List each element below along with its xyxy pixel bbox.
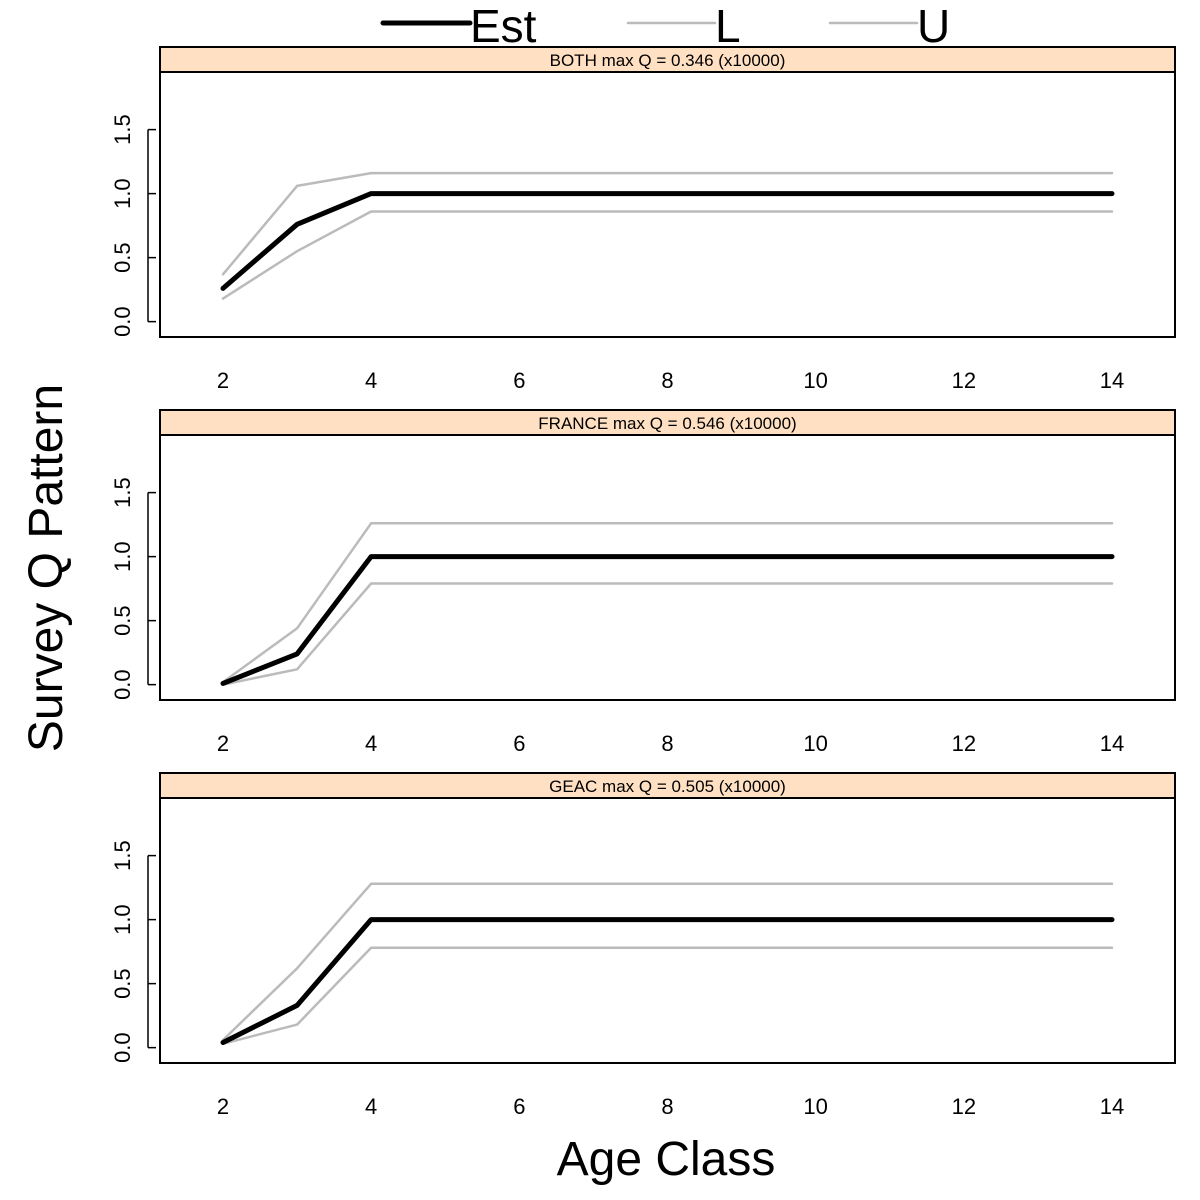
series-line-u (221, 171, 1114, 276)
y-tick-label: 1.5 (110, 840, 135, 871)
x-tick-label: 2 (217, 1094, 229, 1119)
y-tick-label: 1.5 (110, 114, 135, 145)
panel-title: FRANCE max Q = 0.546 (x10000) (538, 414, 796, 433)
x-tick-label: 10 (803, 368, 827, 393)
x-tick-label: 6 (513, 1094, 525, 1119)
y-tick-label: 1.5 (110, 477, 135, 508)
x-tick-label: 8 (661, 368, 673, 393)
legend-label-l: L (715, 0, 741, 52)
x-tick-label: 8 (661, 731, 673, 756)
series-line-est (220, 917, 1115, 1045)
y-tick-label: 0.5 (110, 605, 135, 636)
y-tick-label: 0.0 (110, 1032, 135, 1063)
y-tick-label: 1.0 (110, 904, 135, 935)
legend-label-est: Est (470, 0, 537, 52)
x-tick-label: 8 (661, 1094, 673, 1119)
x-tick-label: 4 (365, 731, 377, 756)
series-line-est (220, 191, 1115, 291)
x-tick-label: 2 (217, 731, 229, 756)
y-tick-label: 0.5 (110, 968, 135, 999)
plot-frame (159, 797, 1176, 1064)
panel-title: BOTH max Q = 0.346 (x10000) (550, 51, 786, 70)
plot-frame (159, 71, 1176, 338)
y-tick-label: 0.0 (110, 306, 135, 337)
series-line-l (221, 946, 1114, 1046)
panel-title: GEAC max Q = 0.505 (x10000) (549, 777, 786, 796)
legend-label-u: U (917, 0, 950, 52)
x-tick-label: 10 (803, 1094, 827, 1119)
panel-strip (159, 772, 1176, 799)
series-line-est (220, 554, 1115, 686)
x-tick-label: 12 (952, 1094, 976, 1119)
y-tick-label: 1.0 (110, 178, 135, 209)
y-axis-label: Survey Q Pattern (20, 384, 73, 752)
x-tick-label: 4 (365, 1094, 377, 1119)
x-tick-label: 10 (803, 731, 827, 756)
series-line-u (221, 522, 1114, 684)
x-tick-label: 6 (513, 368, 525, 393)
y-tick-label: 0.0 (110, 669, 135, 700)
x-tick-label: 14 (1100, 368, 1124, 393)
y-tick-label: 0.5 (110, 242, 135, 273)
x-tick-label: 2 (217, 368, 229, 393)
x-tick-label: 6 (513, 731, 525, 756)
x-tick-label: 12 (952, 368, 976, 393)
panel: FRANCE max Q = 0.546 (x10000) 0.0 0.5 1.0 1.… (110, 409, 1176, 756)
plot-frame (159, 434, 1176, 701)
series-line-l (221, 210, 1114, 300)
x-tick-label: 14 (1100, 731, 1124, 756)
x-axis-label: Age Class (557, 1133, 776, 1186)
x-tick-label: 14 (1100, 1094, 1124, 1119)
legend: Est L U (380, 0, 950, 52)
panel: BOTH max Q = 0.346 (x10000) 0.0 0.5 1.0 1.5 2… (110, 46, 1176, 393)
panels: BOTH max Q = 0.346 (x10000) 0.0 0.5 1.0 1.5 2… (110, 46, 1176, 1119)
panel-strip (159, 46, 1176, 73)
series-line-l (221, 582, 1114, 686)
y-tick-label: 1.0 (110, 541, 135, 572)
series-line-u (221, 882, 1114, 1042)
panel: GEAC max Q = 0.505 (x10000) 0.0 0.5 1.0 1.5 2… (110, 772, 1176, 1119)
x-tick-label: 4 (365, 368, 377, 393)
x-tick-label: 12 (952, 731, 976, 756)
